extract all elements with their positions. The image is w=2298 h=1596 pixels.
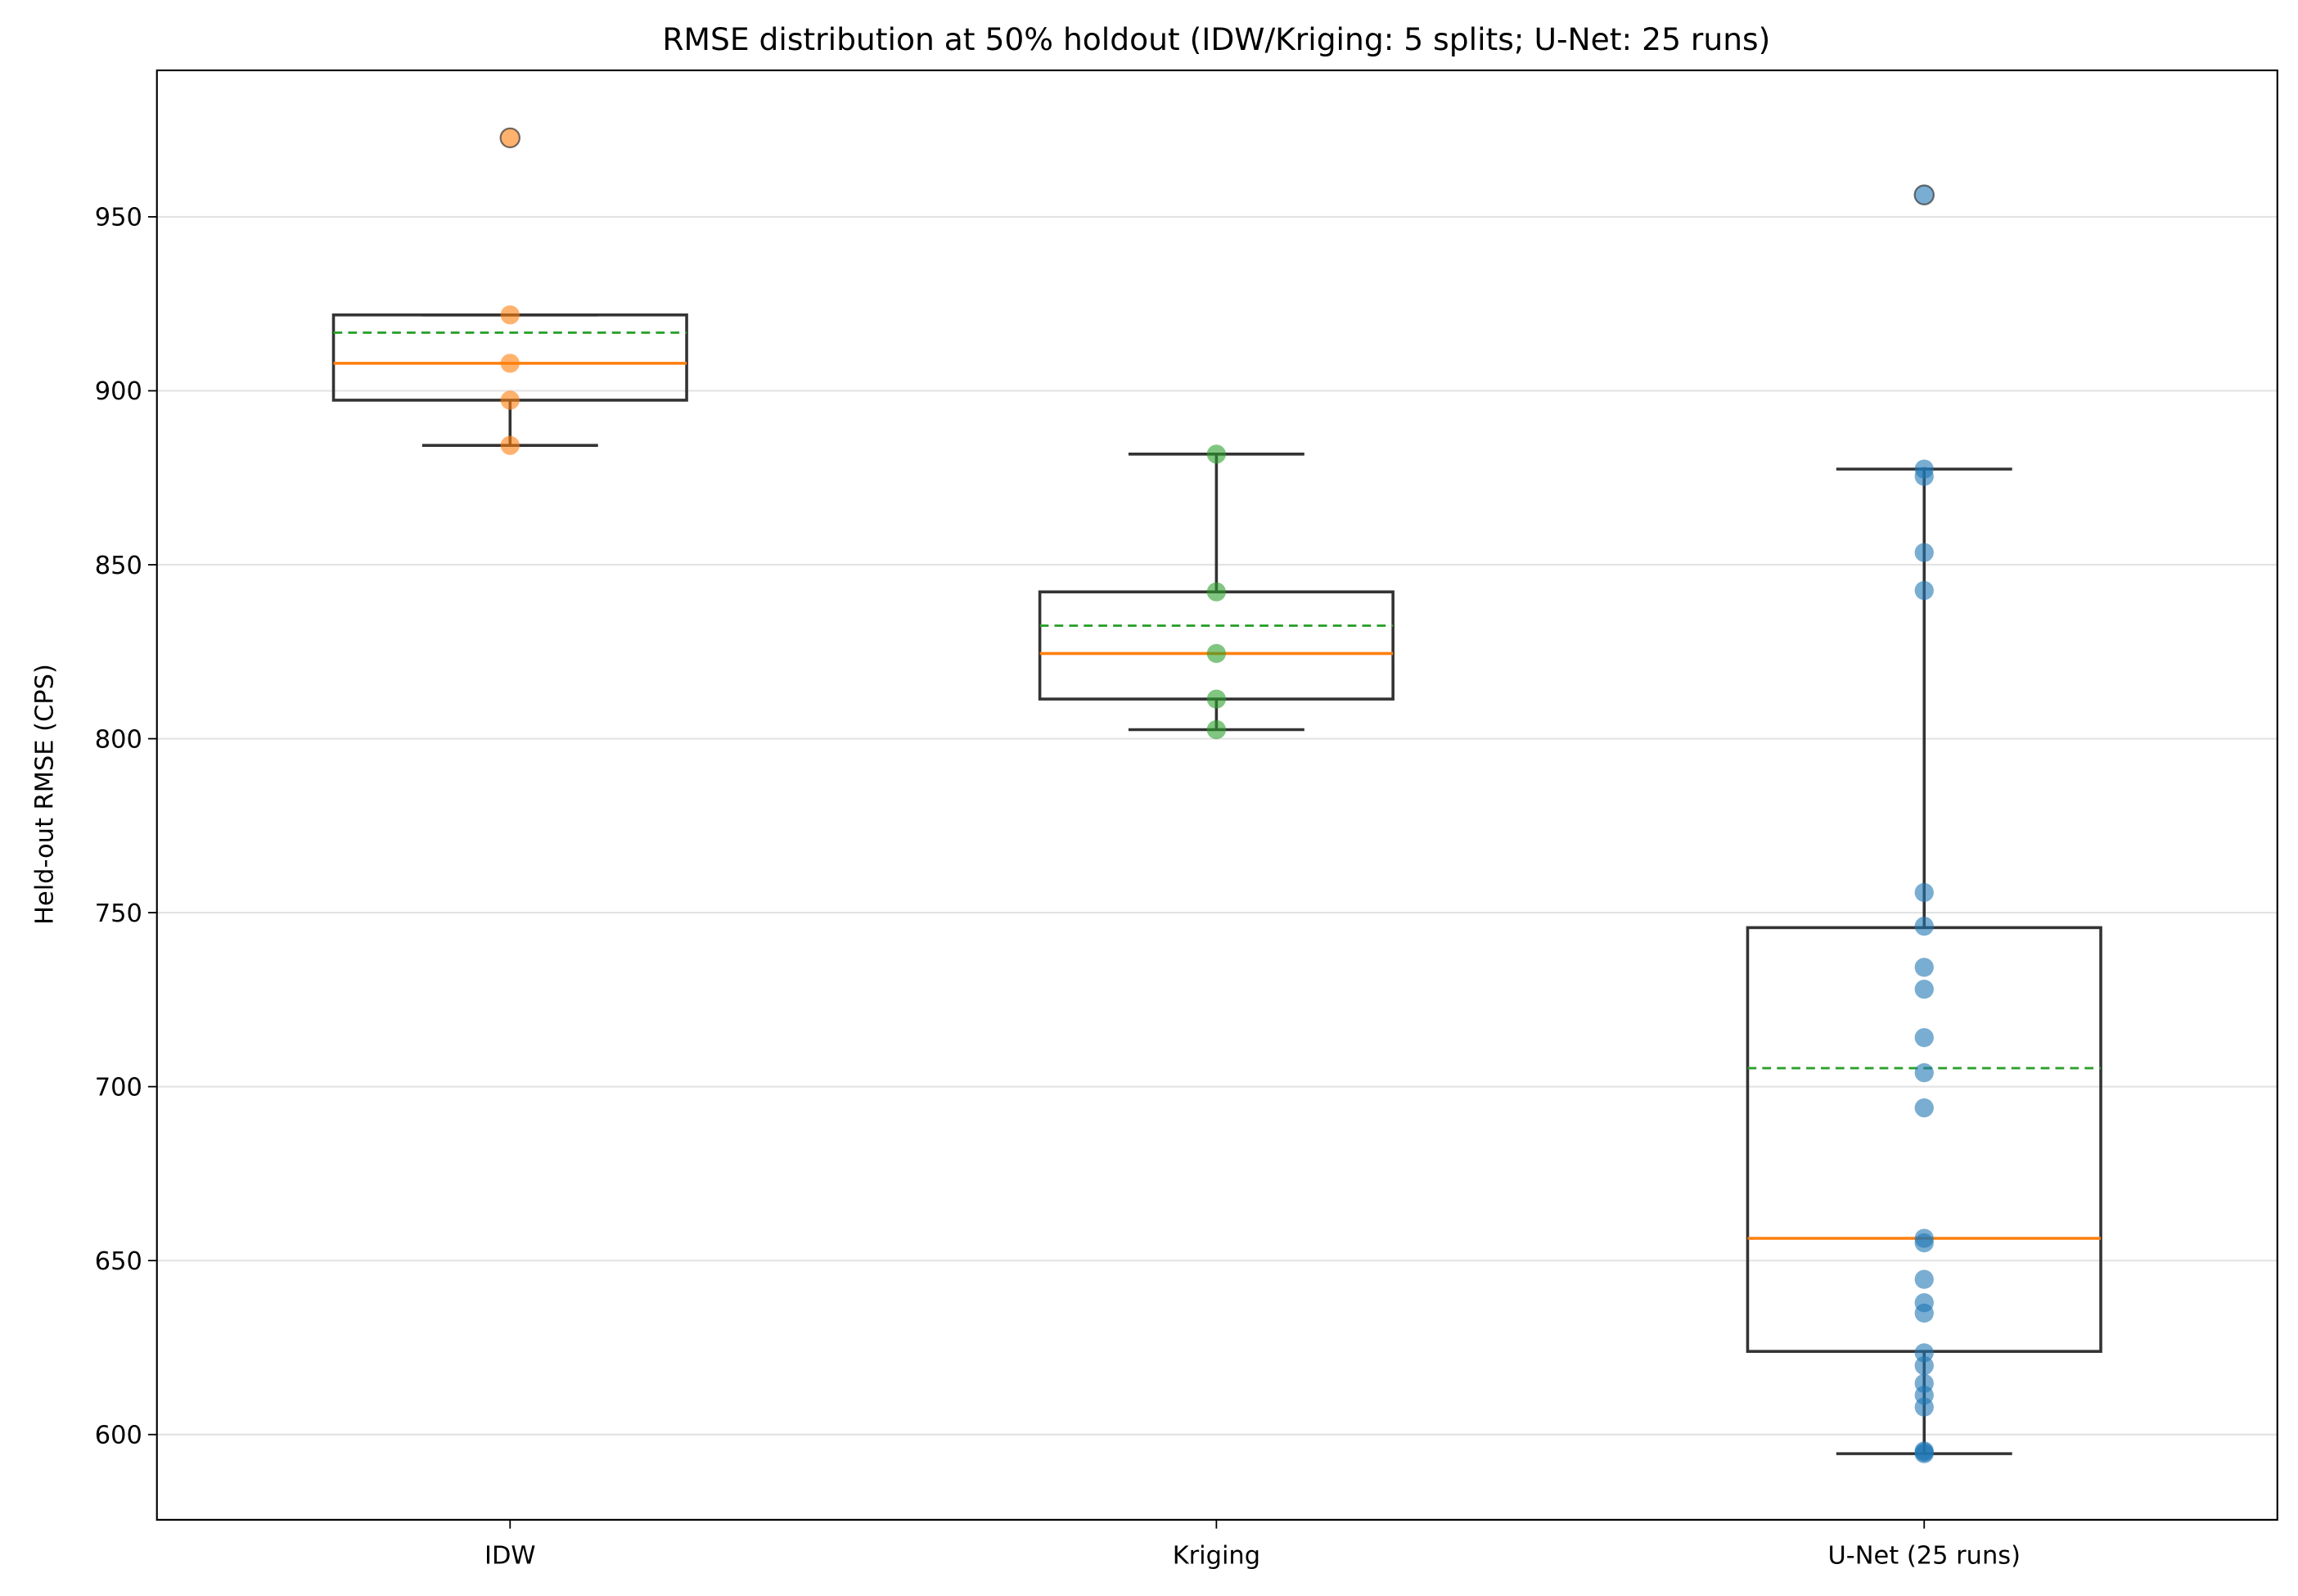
y-tick-label: 900 [95,377,142,406]
data-point [1206,582,1227,602]
data-point [500,305,520,325]
data-point [1206,719,1227,740]
data-point [1206,689,1227,709]
x-tick-label: U-Net (25 runs) [1828,1542,2021,1571]
y-axis-label: Held-out RMSE (CPS) [31,664,60,925]
data-point [1914,1355,1934,1376]
x-tick-label: Kriging [1173,1542,1260,1571]
y-tick-label: 600 [95,1421,142,1449]
data-point [1206,643,1227,664]
data-point [1914,467,1934,486]
data-point [1914,917,1934,936]
y-tick-label: 650 [95,1247,142,1276]
data-point [1914,1098,1934,1118]
x-tick-label: IDW [484,1542,536,1571]
y-tick-label: 750 [95,899,142,928]
data-point [1914,958,1934,977]
data-point [1914,1028,1934,1048]
data-point [1914,979,1934,999]
data-point [1206,444,1227,464]
y-tick-label: 850 [95,552,142,580]
y-tick-label: 800 [95,725,142,754]
data-point [500,354,520,373]
data-point [1914,543,1934,562]
data-point [1914,1444,1934,1463]
data-point [1914,1233,1934,1253]
data-point [500,390,520,410]
data-point [1914,1269,1934,1289]
data-point [1914,1063,1934,1083]
data-point [1914,580,1934,601]
data-point [1914,1303,1934,1323]
y-tick-label: 950 [95,204,142,232]
outlier-point [499,127,520,149]
data-point [1914,1397,1934,1417]
data-point [500,435,520,455]
outlier-point [1913,184,1935,205]
y-tick-label: 700 [95,1073,142,1102]
data-point [1914,882,1934,903]
chart-title: RMSE distribution at 50% holdout (IDW/Kr… [662,21,1770,57]
